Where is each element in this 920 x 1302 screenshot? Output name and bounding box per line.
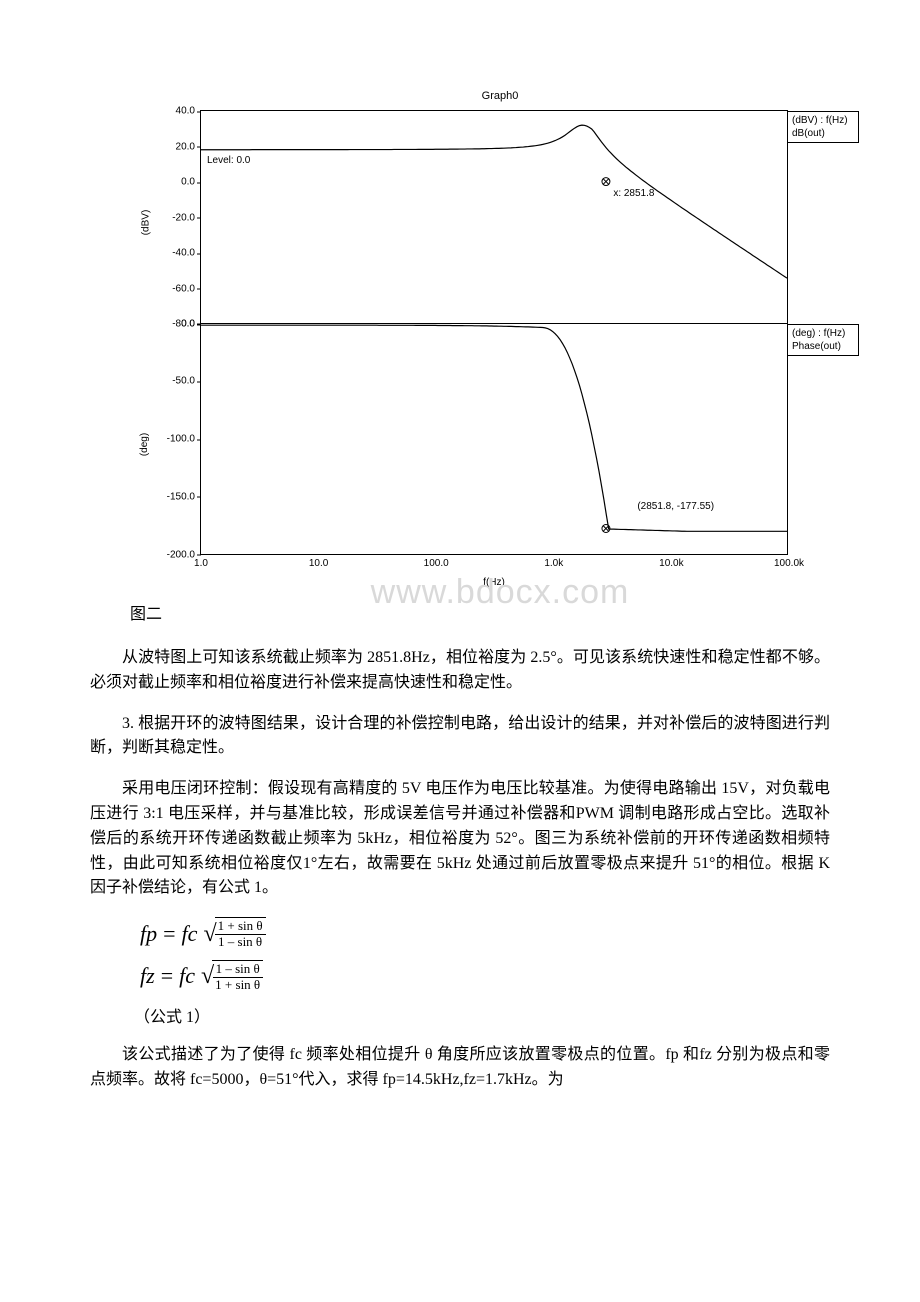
formula-fz-num: 1 – sin θ [213, 962, 263, 978]
formula-fc: fc [182, 921, 198, 947]
paragraph-4: 该公式描述了为了使得 fc 频率处相位提升 θ 角度所应该放置零极点的位置。fp… [90, 1043, 830, 1093]
magnitude-y-label: (dBV) [140, 210, 151, 236]
formula-fp-lhs: fp [140, 921, 157, 947]
magnitude-marker-label: x: 2851.8 [613, 188, 654, 199]
formula-fp-den: 1 – sin θ [215, 935, 265, 950]
plot-area: (dBV) : f(Hz) dB(out) (deg) : f(Hz) Phas… [200, 110, 788, 555]
magnitude-curve [201, 111, 787, 323]
formula-fz: fz = fc √ 1 – sin θ 1 + sin θ [140, 960, 830, 993]
bode-plot-figure: Graph0 (dBV) : f(Hz) dB(out) (deg) : f(H… [140, 90, 860, 590]
phase-y-label: (deg) [139, 433, 150, 456]
paragraph-3: 采用电压闭环控制：假设现有高精度的 5V 电压作为电压比较基准。为使得电路输出 … [90, 777, 830, 901]
formula-fp-num: 1 + sin θ [215, 919, 266, 935]
chart-title: Graph0 [482, 90, 519, 102]
formula-fp: fp = fc √ 1 + sin θ 1 – sin θ [140, 917, 830, 950]
legend-header: (dBV) : f(Hz) [792, 114, 854, 127]
formula-fz-den: 1 + sin θ [212, 978, 263, 993]
magnitude-y-ticks: 40.020.00.0-20.0-40.0-60.0-80.0 [159, 111, 197, 323]
phase-curve [201, 324, 787, 554]
figure-caption: 图二 [130, 600, 830, 624]
legend-label: dB(out) [792, 127, 854, 140]
paragraph-2: 3. 根据开环的波特图结果，设计合理的补偿控制电路，给出设计的结果，并对补偿后的… [90, 712, 830, 762]
x-axis-label: f(Hz) [483, 577, 505, 588]
formula-label: （公式 1） [134, 1003, 830, 1027]
legend-label: Phase(out) [792, 340, 854, 353]
legend-header: (deg) : f(Hz) [792, 327, 854, 340]
magnitude-panel: 40.020.00.0-20.0-40.0-60.0-80.0 (dBV) Le… [201, 111, 787, 324]
legend-phase: (deg) : f(Hz) Phase(out) [787, 324, 859, 356]
phase-y-ticks: 0.0-50.0-100.0-150.0-200.0 [159, 324, 197, 554]
formula-fc: fc [179, 963, 195, 989]
level-annotation: Level: 0.0 [207, 155, 250, 166]
legend-magnitude: (dBV) : f(Hz) dB(out) [787, 111, 859, 143]
paragraph-1: 从波特图上可知该系统截止频率为 2851.8Hz，相位裕度为 2.5°。可见该系… [90, 646, 830, 696]
phase-marker-label: (2851.8, -177.55) [637, 501, 714, 512]
formula-fz-lhs: fz [140, 963, 155, 989]
phase-panel: 0.0-50.0-100.0-150.0-200.0 (deg) (2851.8… [201, 324, 787, 554]
x-ticks: 1.010.0100.01.0k10.0k100.0k [201, 558, 787, 572]
formula-block: fp = fc √ 1 + sin θ 1 – sin θ fz = fc √ … [140, 917, 830, 993]
